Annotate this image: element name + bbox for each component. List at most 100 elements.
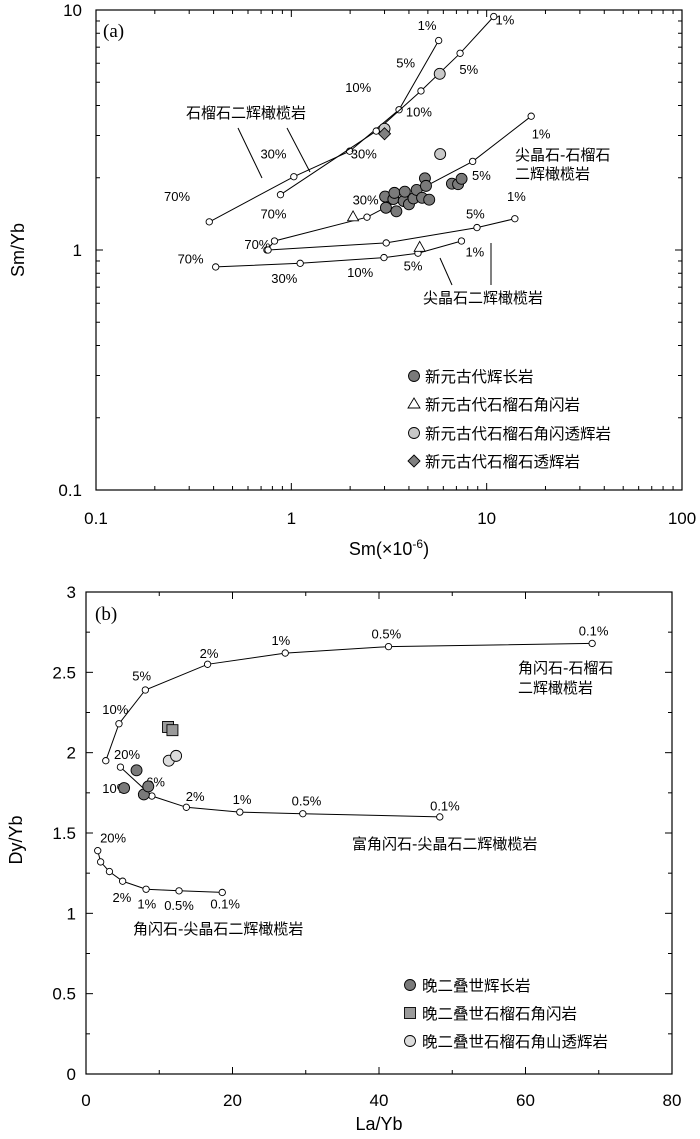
b-y-tick-label: 1.5 (52, 824, 76, 843)
a-point-series-1 (346, 210, 360, 222)
a-curve-point (363, 213, 371, 221)
panel-a-annot-garnet-lherzolite: 石榴石二辉橄榄岩 (186, 104, 306, 122)
b-curve-line-1 (120, 766, 440, 818)
a-curve-point (205, 218, 213, 226)
b-y-tick-label: 2.5 (52, 663, 76, 682)
b-point-series-1 (166, 724, 179, 737)
panel-a-annot-spinel-lherzolite: 尖晶石二辉橄榄岩 (423, 289, 543, 307)
b-curve-point (115, 720, 123, 728)
a-curve-point (527, 112, 535, 120)
b-curve-label: 0.5% (164, 898, 194, 913)
panel-a-leader-2 (286, 127, 311, 173)
a-curve-label: 5% (404, 259, 423, 274)
panel-a-leader-3 (439, 257, 453, 286)
b-curve-point (97, 858, 105, 866)
legend-b-marker-diopsidite (404, 1035, 416, 1047)
a-curve-label: 30% (351, 147, 377, 162)
panel-b-ticks: 0 20 40 60 80 0 0.5 1 1.5 2 2.5 3 (52, 583, 681, 1110)
b-curve-point (142, 885, 150, 893)
b-curve-label: 1% (233, 792, 252, 807)
legend-b-marker-gabbro (404, 979, 416, 991)
b-curve-label: 0.1% (430, 799, 460, 814)
a-x-tick-label: 0.1 (84, 509, 108, 528)
a-curve-label: 1% (465, 244, 484, 259)
legend-a-label-diopsidite: 新元古代石榴石透辉岩 (425, 453, 580, 471)
b-curve-label: 20% (114, 747, 140, 762)
a-curve-point (417, 87, 425, 95)
legend-a-label-amphibolite: 新元古代石榴石角闪岩 (425, 396, 580, 414)
legend-b-label-diopsidite: 晚二叠世石榴石角山透辉岩 (422, 1033, 608, 1051)
a-curve-point (290, 173, 298, 181)
panel-b-annot-amph-spinel: 角闪石-尖晶石二辉橄榄岩 (133, 920, 303, 938)
panel-a-y-axis-title: Sm/Yb (8, 223, 28, 277)
legend-a-marker-gabbro (408, 370, 420, 382)
b-y-tick-label: 3 (67, 583, 76, 602)
a-point-series-0 (398, 185, 411, 198)
a-curve-label: 70% (164, 189, 190, 204)
a-curve-label: 30% (260, 147, 286, 162)
b-x-tick-label: 40 (370, 1091, 389, 1110)
b-curve-line-2 (97, 850, 223, 893)
legend-a-label-amph-diopsidite: 新元古代石榴石角闪透辉岩 (425, 425, 611, 443)
panel-b-annot-rich-amph-spinel: 富角闪石-尖晶石二辉橄榄岩 (352, 835, 537, 853)
b-curve-label: 1% (271, 633, 290, 648)
a-curve-label: 1% (418, 18, 437, 33)
b-y-tick-label: 0.5 (52, 985, 76, 1004)
a-curve-label: 30% (353, 192, 379, 207)
panel-b-annot-amph-garnet-1: 角闪石-石榴石 (518, 659, 613, 677)
b-point-series-2 (170, 749, 183, 762)
a-curve-point (457, 237, 466, 245)
a-curve-point (456, 49, 464, 57)
a-curve-label: 5% (396, 56, 415, 71)
b-curve-label: 5% (132, 668, 151, 683)
a-curve-label: 1% (532, 126, 551, 141)
a-point-series-1 (413, 240, 426, 252)
b-curve-point (182, 803, 191, 811)
b-curve-point (236, 808, 244, 816)
b-curve-point (299, 810, 307, 818)
panel-a-x-axis-title: Sm(×10-6) (349, 537, 429, 559)
panel-a-ticks: 0.1 1 10 100 0.1 1 10 (58, 1, 696, 528)
a-curve-label: 70% (260, 207, 286, 222)
panel-b-x-axis-title: La/Yb (355, 1114, 402, 1134)
b-x-tick-label: 20 (223, 1091, 242, 1110)
legend-b-label-gabbro: 晚二叠世辉长岩 (422, 977, 531, 995)
legend-a-marker-amph-diopsidite (408, 427, 420, 439)
panel-a-leader-1 (237, 127, 263, 179)
a-point-series-2 (434, 148, 447, 161)
panel-a-frame (95, 9, 683, 491)
panel-a-annot-spinel-garnet-2: 二辉橄榄岩 (515, 165, 590, 183)
b-curve-point (218, 888, 226, 897)
a-y-tick-label: 10 (63, 1, 82, 20)
b-point-series-0 (118, 782, 131, 794)
b-curve-point (175, 887, 183, 895)
panel-b-label: (b) (95, 604, 117, 625)
b-curve-point (384, 642, 393, 651)
legend-b-label-amphibolite: 晚二叠世石榴石角闪岩 (422, 1005, 577, 1023)
b-curve-label: 1% (137, 897, 156, 912)
b-curve-label: 2% (112, 890, 131, 905)
a-curve-point (469, 157, 477, 166)
b-curve-point (203, 660, 212, 668)
panel-b-data-points (118, 721, 183, 801)
a-curve-label: 5% (472, 168, 491, 183)
a-curve-point (380, 253, 388, 262)
panel-a-data-points (346, 67, 468, 252)
b-curve-label: 0.1% (579, 623, 609, 638)
b-curve-point (116, 763, 125, 771)
a-curve-label: 70% (244, 237, 270, 252)
a-x-tick-label: 100 (668, 509, 696, 528)
b-curve-point (281, 649, 289, 657)
b-curve-point (94, 847, 102, 855)
a-curve-point (382, 239, 390, 247)
panel-a-model-curves: 70% 30% 10% 5% 1% 70% 30% 10% 5% 1% 70% 30% 5% 1% 5% 1%… (164, 13, 551, 286)
b-point-series-0 (142, 780, 155, 793)
a-x-tick-label: 1 (287, 509, 296, 528)
a-curve-label: 5% (459, 62, 478, 77)
a-curve-label: 30% (271, 271, 297, 286)
b-x-tick-label: 60 (516, 1091, 535, 1110)
b-x-tick-label: 0 (81, 1091, 90, 1110)
a-point-series-0 (455, 172, 468, 185)
a-curve-point (296, 259, 304, 267)
